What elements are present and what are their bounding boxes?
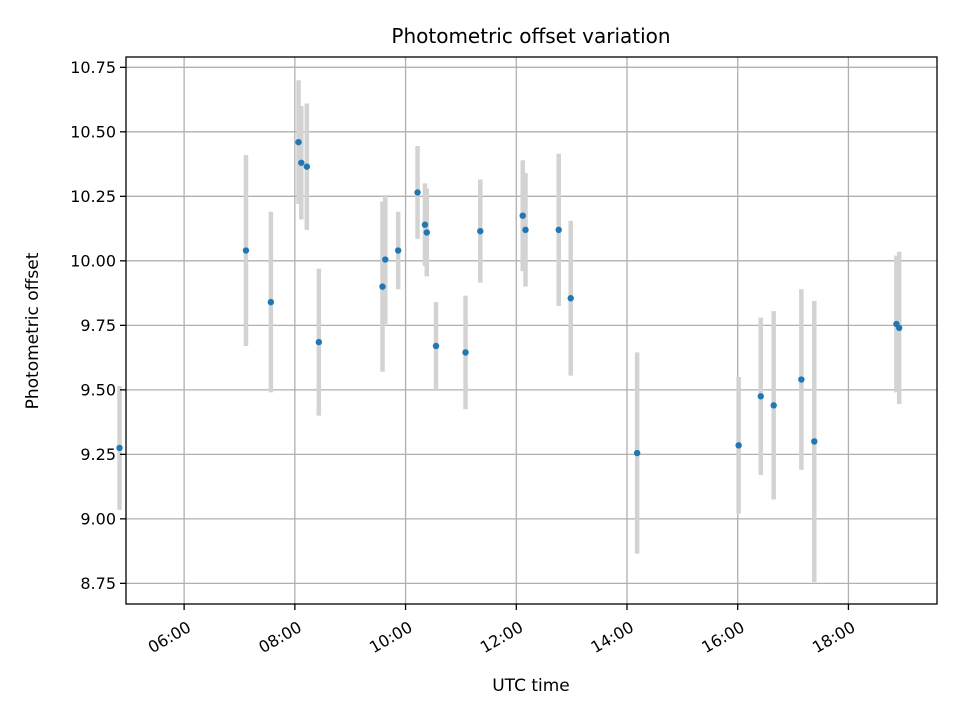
y-tick-label: 9.25 [80,445,116,464]
data-point [811,438,818,445]
data-point [298,159,305,166]
data-point [757,393,764,400]
y-tick-label: 9.75 [80,316,116,335]
data-point [315,338,323,346]
y-tick-label: 10.50 [70,122,116,141]
data-point [522,226,529,234]
data-point [295,138,302,146]
data-point [770,402,777,409]
data-point [477,227,484,235]
y-tick-label: 10.25 [70,187,116,206]
y-axis-label: Photometric offset [23,252,43,409]
y-tick-label: 10.00 [70,251,116,270]
y-tick-label: 8.75 [80,574,116,593]
points [116,138,903,457]
data-point [462,349,469,356]
y-tick-label: 10.75 [70,58,116,77]
y-tick-label: 9.50 [80,380,116,399]
data-point [895,324,903,332]
data-point [798,376,805,383]
data-point [382,256,389,263]
y-axis-ticks: 8.75 9.00 9.25 9.50 9.75 10.00 10.25 10.50 10.75 [70,58,126,593]
data-point [242,247,250,254]
data-point [555,226,562,234]
data-point [303,163,311,170]
y-tick-label: 9.00 [80,509,116,528]
chart-title: Photometric offset variation [391,24,670,48]
data-point [394,247,402,254]
x-axis-label: UTC time [492,676,570,696]
data-point [519,212,526,219]
data-point [267,298,275,306]
data-point [116,444,123,452]
data-point [379,283,386,290]
data-point [421,221,429,228]
data-point [423,229,430,236]
data-point [567,295,574,302]
data-point [414,189,421,196]
plot-frame [125,56,938,605]
data-point [432,342,440,350]
data-point [633,449,641,457]
data-point [735,442,742,449]
